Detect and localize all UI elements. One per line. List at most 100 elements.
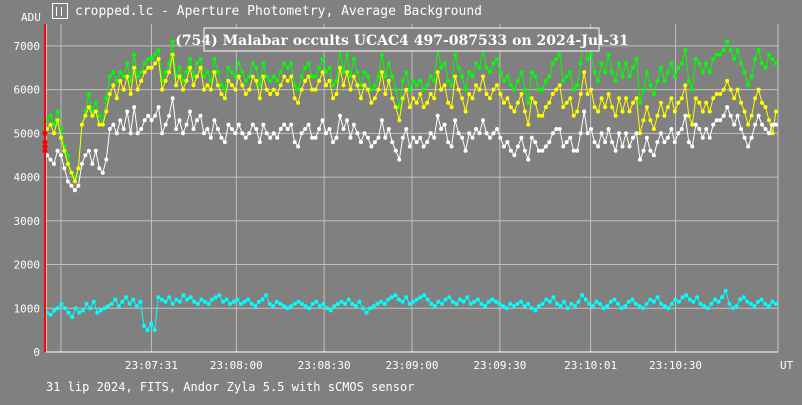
data-point — [554, 301, 559, 306]
data-point — [203, 299, 207, 304]
data-point — [86, 148, 91, 153]
data-point — [460, 74, 465, 79]
data-point — [468, 301, 473, 306]
data-point — [79, 161, 84, 166]
data-point — [390, 74, 395, 79]
data-point — [285, 78, 290, 83]
data-point — [603, 105, 608, 110]
data-point — [739, 100, 744, 105]
data-point — [686, 113, 691, 118]
data-point — [613, 78, 618, 83]
data-point — [362, 83, 367, 88]
data-point — [116, 304, 121, 309]
data-point — [188, 295, 193, 300]
data-point — [224, 297, 229, 302]
data-point — [250, 122, 255, 127]
data-point — [572, 304, 577, 309]
data-point — [714, 52, 719, 57]
data-point — [343, 301, 348, 306]
data-point — [569, 301, 574, 306]
data-point — [146, 65, 151, 70]
chart-app-icon[interactable] — [52, 3, 68, 19]
data-point — [317, 78, 322, 83]
data-point — [561, 144, 566, 149]
data-point — [121, 74, 126, 79]
data-point — [447, 295, 452, 300]
data-point — [725, 78, 730, 83]
data-point — [428, 92, 433, 96]
data-point — [742, 109, 747, 114]
data-point — [93, 109, 98, 114]
data-point — [428, 74, 433, 79]
data-point — [69, 170, 74, 175]
data-point — [460, 96, 465, 101]
data-point — [379, 70, 384, 75]
data-point — [393, 148, 398, 153]
data-point — [700, 135, 705, 140]
data-point — [477, 131, 482, 136]
data-point — [346, 297, 351, 302]
data-point — [648, 297, 653, 302]
data-point — [167, 61, 172, 66]
data-point — [610, 70, 615, 75]
data-point — [233, 74, 238, 79]
data-point — [425, 100, 430, 105]
data-point — [599, 96, 604, 101]
data-point — [132, 105, 137, 110]
data-point — [741, 295, 746, 300]
data-point — [390, 140, 395, 145]
data-point — [449, 105, 454, 110]
data-point — [341, 70, 346, 75]
data-point — [208, 78, 213, 83]
data-point — [65, 153, 70, 158]
data-point — [278, 70, 283, 75]
data-point — [97, 166, 102, 171]
data-point — [592, 140, 597, 145]
data-point — [191, 74, 196, 79]
data-point — [414, 100, 419, 105]
data-point — [261, 122, 266, 127]
data-point — [268, 135, 273, 140]
data-point — [48, 122, 53, 127]
data-point — [389, 295, 394, 300]
data-point — [212, 57, 217, 61]
data-point — [271, 131, 276, 136]
data-point — [271, 304, 276, 309]
data-point — [526, 100, 531, 105]
data-point — [610, 105, 615, 110]
data-point — [383, 135, 388, 140]
data-point — [174, 297, 179, 302]
data-point — [114, 78, 119, 83]
data-point — [125, 61, 130, 66]
data-point — [254, 127, 259, 131]
data-point — [662, 140, 667, 145]
data-point — [418, 92, 423, 96]
data-point — [592, 70, 597, 75]
data-point — [512, 87, 517, 92]
data-point — [282, 74, 287, 79]
data-point — [760, 100, 764, 105]
data-point — [707, 70, 712, 75]
data-point — [355, 131, 360, 136]
data-point — [261, 74, 266, 79]
data-point — [191, 127, 196, 131]
data-point — [219, 92, 224, 96]
event-marker — [42, 24, 48, 352]
data-point — [497, 301, 502, 306]
data-point — [59, 135, 63, 140]
data-point — [554, 127, 559, 131]
data-point — [296, 299, 301, 304]
data-point — [345, 70, 349, 75]
data-point — [83, 153, 88, 158]
data-point — [707, 135, 712, 140]
data-point — [713, 297, 717, 302]
data-point — [142, 70, 147, 75]
y-tick-label: 1000 — [14, 302, 41, 315]
data-point — [533, 100, 538, 105]
data-point — [219, 83, 224, 88]
data-point — [184, 122, 189, 127]
data-point — [292, 96, 297, 101]
event-point — [42, 144, 48, 149]
data-point — [454, 301, 459, 306]
data-point — [620, 74, 625, 79]
